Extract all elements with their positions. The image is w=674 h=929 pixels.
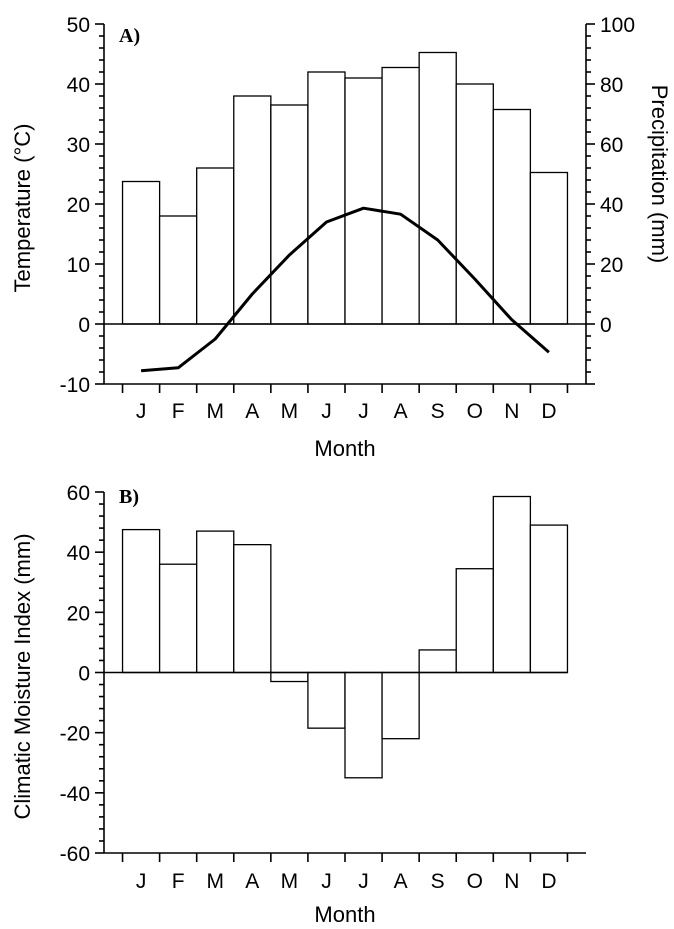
precipitation-bar xyxy=(381,66,420,325)
panel-a-month-label: A xyxy=(245,400,259,423)
moisture-index-bar xyxy=(307,671,346,729)
moisture-index-axis-title: Climatic Moisture Index (mm) xyxy=(10,533,35,819)
panel-a-label: A) xyxy=(119,25,140,47)
precipitation-bar xyxy=(344,77,383,325)
precipitation-bar xyxy=(492,108,532,325)
moisture-index-bar xyxy=(344,671,383,779)
panel-b-month-label: S xyxy=(431,870,445,893)
precipitation-tick-label: 80 xyxy=(600,74,623,97)
panel-a-month-label: N xyxy=(504,400,519,423)
moisture-index-bar xyxy=(381,671,420,740)
precipitation-tick-label: 100 xyxy=(600,14,635,37)
moisture-index-bar xyxy=(455,568,494,674)
temperature-tick-label: 30 xyxy=(67,134,90,157)
panel-b-month-label: M xyxy=(206,870,224,893)
temperature-tick-label: -10 xyxy=(60,374,90,397)
panel-b-label: B) xyxy=(119,486,139,508)
panel-b-month-label: M xyxy=(281,870,299,893)
moisture-index-tick-label: -40 xyxy=(60,783,90,806)
precipitation-bar xyxy=(121,180,161,325)
precipitation-axis-title: Precipitation (mm) xyxy=(647,85,672,263)
precipitation-bar xyxy=(233,95,272,325)
panel-b-month-label: J xyxy=(136,870,147,893)
moisture-index-bar xyxy=(196,530,235,674)
panel-b-month-label: O xyxy=(467,870,483,893)
moisture-index-bar xyxy=(418,649,457,674)
moisture-index-bar xyxy=(158,563,198,674)
moisture-index-bar xyxy=(121,528,161,674)
panel-b-month-label: J xyxy=(321,870,332,893)
moisture-index-bar xyxy=(529,524,569,674)
precipitation-bar xyxy=(418,51,457,325)
temperature-tick-label: 20 xyxy=(67,194,90,217)
panel-b-month-label: D xyxy=(541,870,556,893)
temperature-tick-label: 0 xyxy=(78,314,90,337)
panel-b-month-label: A xyxy=(394,870,408,893)
precipitation-tick-label: 20 xyxy=(600,254,623,277)
precipitation-bar xyxy=(529,171,569,325)
panel-a-month-label: J xyxy=(358,400,369,423)
moisture-index-tick-label: -20 xyxy=(60,723,90,746)
moisture-index-tick-label: 0 xyxy=(78,663,90,686)
moisture-index-tick-label: 40 xyxy=(67,542,90,565)
precipitation-tick-label: 60 xyxy=(600,134,623,157)
panel-b-month-label: J xyxy=(358,870,369,893)
panel-a-month-label: M xyxy=(206,400,224,423)
temperature-tick-label: 50 xyxy=(67,14,90,37)
precipitation-bar xyxy=(158,215,198,325)
moisture-index-tick-label: 60 xyxy=(67,482,90,505)
panel-a-month-label: J xyxy=(136,400,147,423)
precipitation-bar xyxy=(455,83,494,325)
precipitation-tick-label: 0 xyxy=(600,314,612,337)
panel-b-month-axis-title: Month xyxy=(314,902,375,927)
precipitation-bar xyxy=(270,104,309,325)
panel-a-month-label: O xyxy=(467,400,483,423)
panel-a-month-label: S xyxy=(431,400,445,423)
precipitation-bars xyxy=(121,51,569,325)
panel-a-month-label: M xyxy=(281,400,299,423)
moisture-index-bar xyxy=(492,495,532,674)
precipitation-tick-label: 40 xyxy=(600,194,623,217)
panel-b-month-label: A xyxy=(245,870,259,893)
moisture-index-bars xyxy=(121,495,569,779)
precipitation-bar xyxy=(196,167,235,325)
temperature-tick-label: 10 xyxy=(67,254,90,277)
moisture-index-bar xyxy=(270,671,309,683)
moisture-index-bar xyxy=(233,543,272,674)
panel-a-month-label: D xyxy=(541,400,556,423)
panel-a-month-label: F xyxy=(172,400,185,423)
precipitation-bar xyxy=(307,71,346,325)
temperature-tick-label: 40 xyxy=(67,74,90,97)
moisture-index-tick-label: 20 xyxy=(67,602,90,625)
panel-a-month-label: A xyxy=(394,400,408,423)
temperature-axis-title: Temperature (°C) xyxy=(10,124,35,293)
panel-b-month-label: N xyxy=(504,870,519,893)
panel-a-month-axis-title: Month xyxy=(314,436,375,461)
panel-a-month-label: J xyxy=(321,400,332,423)
panel-b-month-label: F xyxy=(172,870,185,893)
temperature-line xyxy=(140,206,550,373)
moisture-index-tick-label: -60 xyxy=(60,843,90,866)
